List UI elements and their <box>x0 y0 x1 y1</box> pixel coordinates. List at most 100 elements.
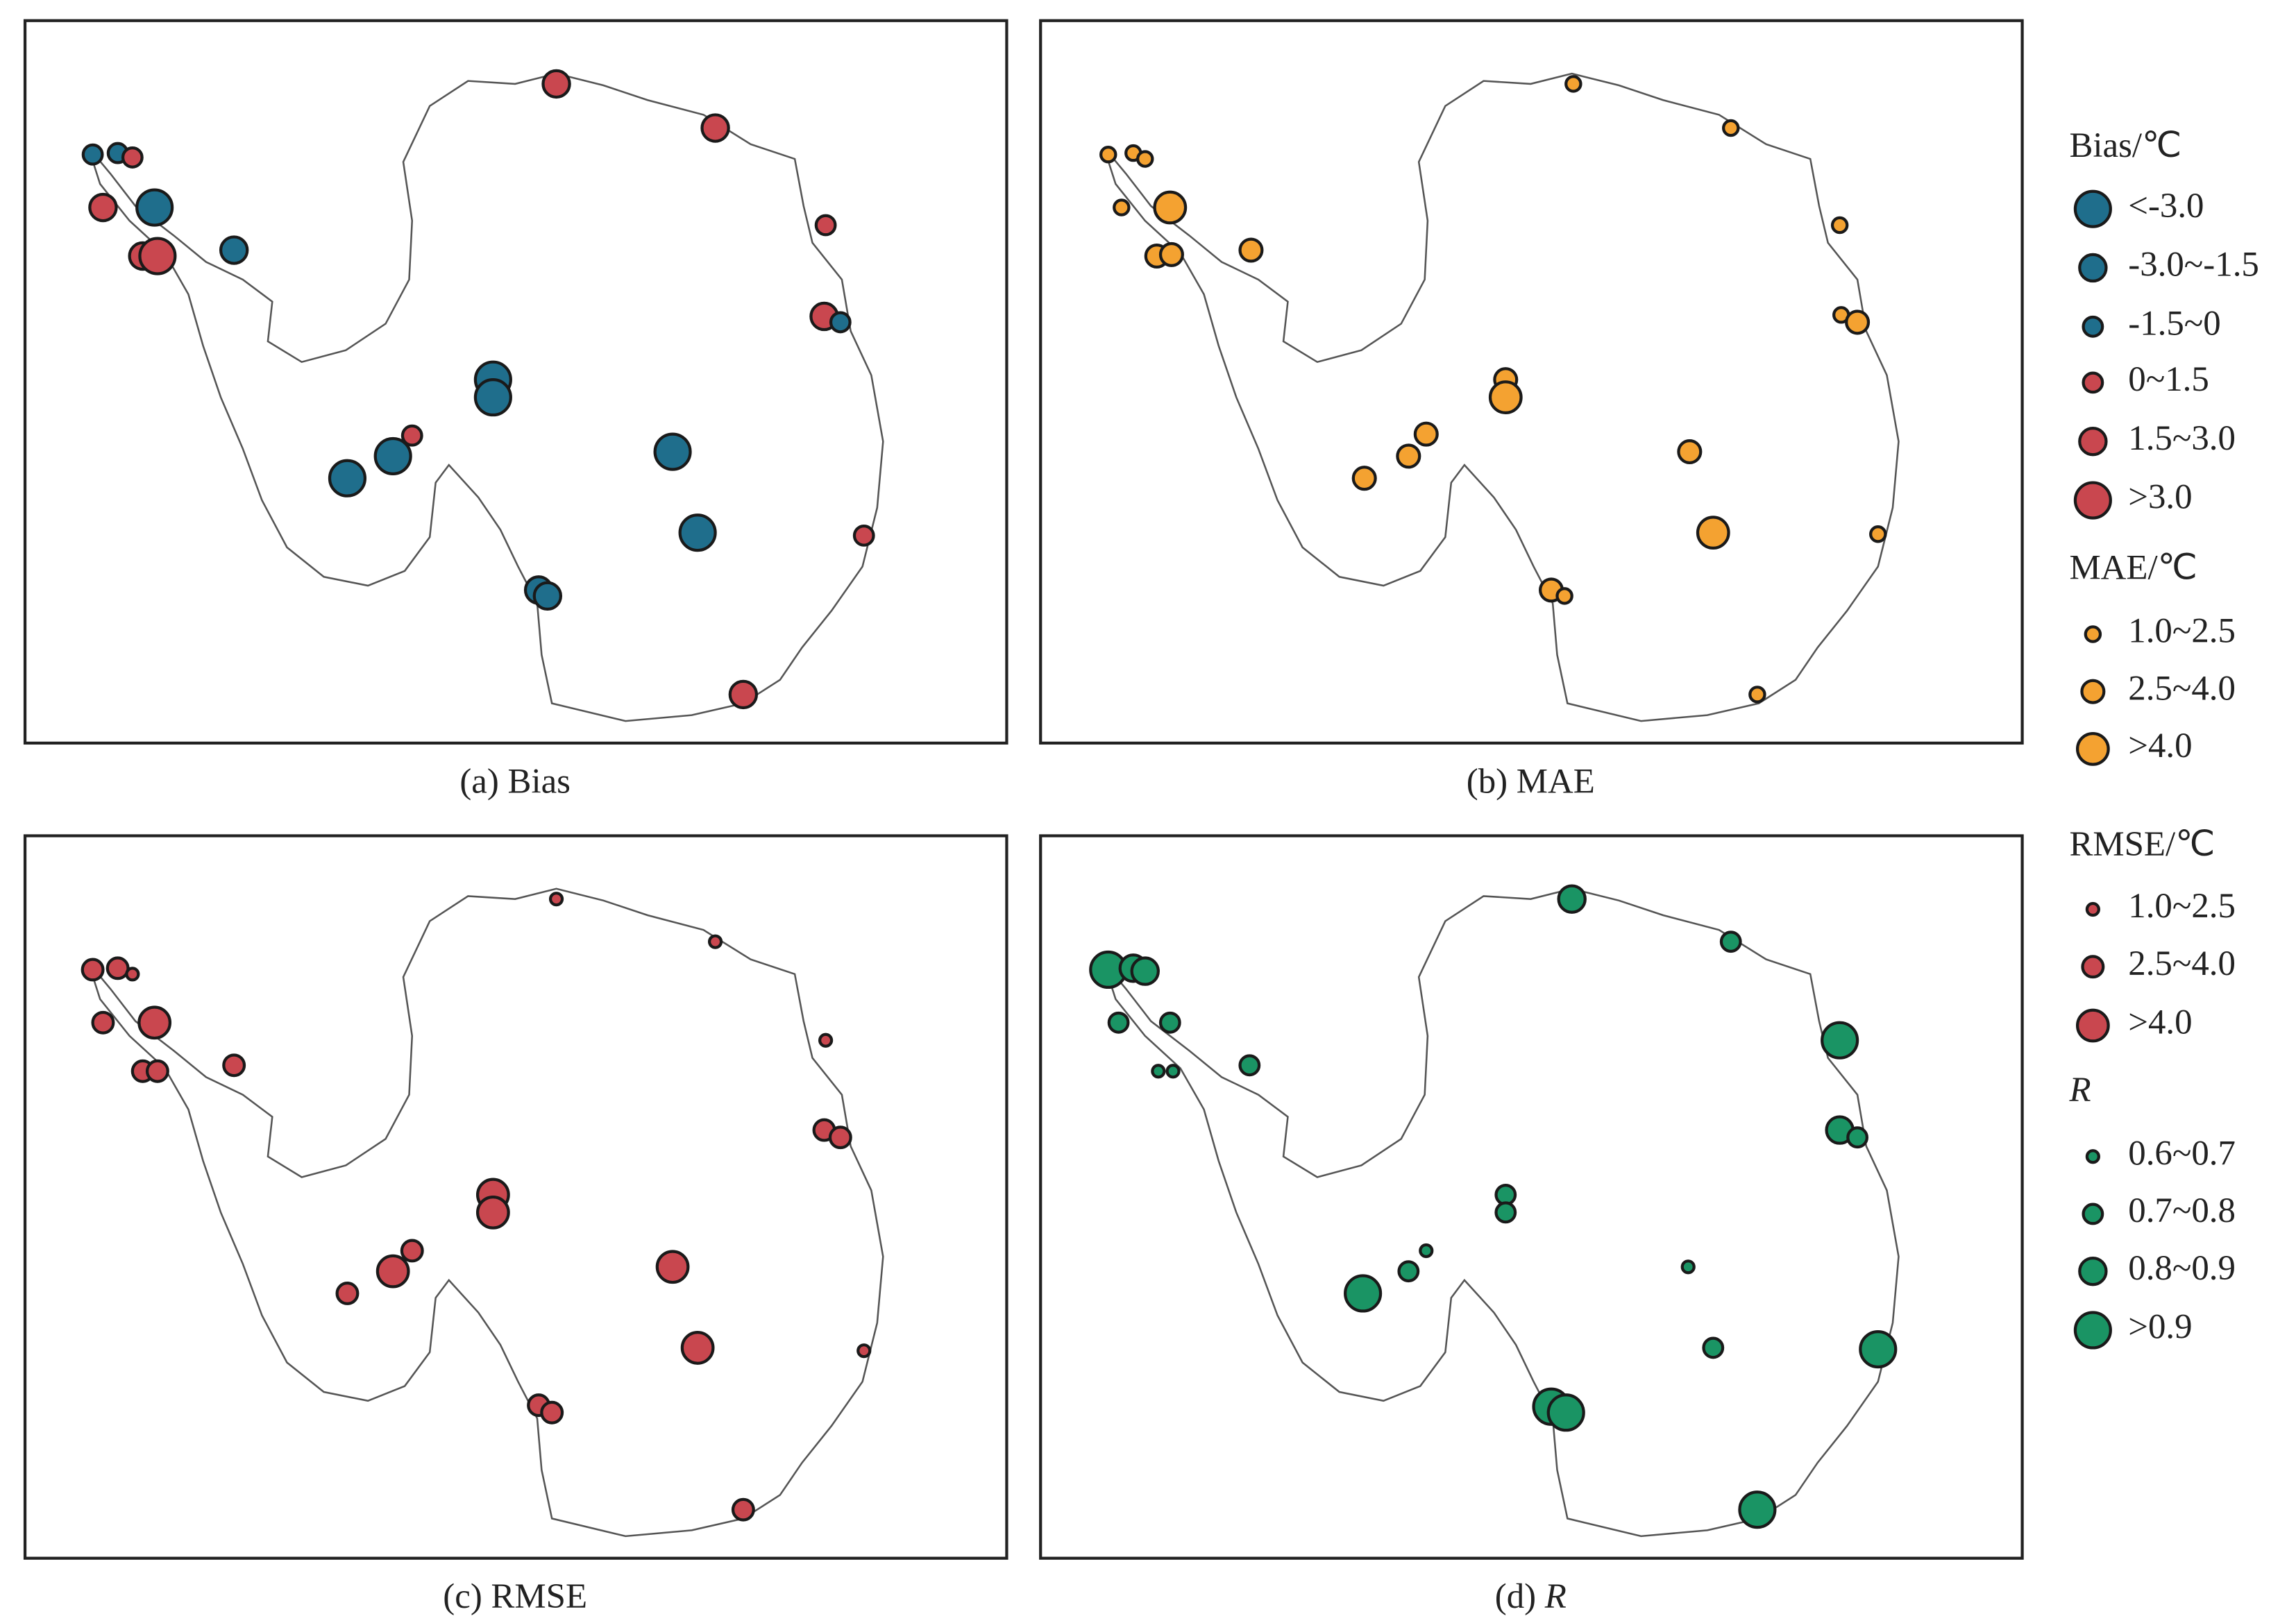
legend-symbol <box>2085 1149 2100 1164</box>
legend-title: R <box>2068 1071 2091 1110</box>
legend-label: 0.7~0.8 <box>2128 1191 2236 1230</box>
legend-label: 0.8~0.9 <box>2128 1249 2236 1288</box>
caption-space <box>499 762 508 801</box>
legend-label: >4.0 <box>2128 726 2192 765</box>
station <box>328 459 367 498</box>
station <box>540 1400 564 1425</box>
legend-symbol <box>2073 1311 2112 1350</box>
station <box>1564 75 1582 93</box>
station <box>1494 1201 1517 1224</box>
map-panel: (c) RMSE <box>23 834 1008 1616</box>
station <box>1344 1274 1383 1313</box>
station <box>653 432 692 471</box>
station <box>81 143 104 166</box>
station <box>707 934 723 949</box>
station <box>1845 309 1871 335</box>
station <box>1869 525 1887 543</box>
station <box>1165 1064 1181 1079</box>
map-frame <box>1039 834 2024 1560</box>
legend-symbol <box>2078 426 2108 457</box>
station <box>1859 1329 1898 1369</box>
legend-symbol <box>2082 315 2104 338</box>
station <box>548 892 564 907</box>
station <box>1719 931 1742 953</box>
caption-name: R <box>1544 1577 1567 1616</box>
station <box>1830 216 1849 235</box>
station <box>1702 1336 1725 1359</box>
station <box>1821 1021 1859 1060</box>
station <box>125 967 140 982</box>
caption-name: MAE <box>1517 762 1595 801</box>
station <box>1136 150 1154 168</box>
station <box>135 188 174 227</box>
station <box>81 958 105 982</box>
station <box>678 513 717 552</box>
station <box>731 1497 755 1522</box>
legend-symbol <box>2084 625 2102 643</box>
caption-label: (d) <box>1495 1577 1536 1616</box>
caption-space <box>1508 762 1517 801</box>
station <box>1397 1260 1420 1283</box>
station <box>1488 380 1523 414</box>
station <box>856 1343 872 1359</box>
station <box>818 1033 834 1048</box>
station <box>1238 237 1264 263</box>
station <box>400 1239 424 1263</box>
station <box>1099 145 1117 164</box>
legend-symbol <box>2078 253 2108 283</box>
station <box>475 1195 510 1230</box>
map-panel: (a) Bias <box>23 19 1008 801</box>
station <box>219 235 249 265</box>
station <box>1238 1054 1261 1077</box>
legend-label: 1.0~2.5 <box>2128 887 2236 926</box>
station <box>1158 1011 1181 1034</box>
station <box>222 1053 246 1078</box>
station <box>1413 421 1439 447</box>
station <box>828 1125 852 1150</box>
panel-caption: (d) R <box>1495 1577 1567 1616</box>
station <box>1748 686 1766 704</box>
legend-label: <-3.0 <box>2128 187 2204 226</box>
station <box>1846 1126 1868 1149</box>
station <box>1153 190 1188 225</box>
station <box>1158 241 1184 267</box>
station <box>1557 884 1587 914</box>
caption-label: (b) <box>1467 762 1508 801</box>
legend-label: 1.0~2.5 <box>2128 612 2236 651</box>
legend-label: -3.0~-1.5 <box>2128 246 2259 284</box>
panel-caption: (a) Bias <box>459 762 571 801</box>
legend-title: Bias/℃ <box>2069 126 2181 165</box>
station <box>700 113 730 143</box>
legend-label: 1.5~3.0 <box>2128 419 2236 458</box>
station <box>105 956 130 980</box>
station <box>1696 516 1730 550</box>
station <box>137 1005 172 1040</box>
legend-symbol <box>2081 955 2105 979</box>
caption-name: RMSE <box>491 1577 587 1616</box>
panels: (a) Bias (b) MAE (c) RMSE (d) R <box>23 19 2024 1616</box>
station <box>1722 119 1740 137</box>
legend-label: >4.0 <box>2128 1003 2192 1042</box>
legend-label: >0.9 <box>2128 1308 2192 1347</box>
panel-caption: (c) RMSE <box>443 1577 587 1616</box>
station <box>1546 1393 1585 1432</box>
station <box>852 525 875 547</box>
caption-name: Bias <box>508 762 571 801</box>
map-panel: (d) R <box>1039 834 2024 1616</box>
station <box>814 214 837 237</box>
legend-label: 2.5~4.0 <box>2128 669 2236 708</box>
station <box>1680 1259 1696 1275</box>
caption-space <box>1536 1577 1545 1616</box>
legend-label: >3.0 <box>2128 478 2192 517</box>
legend-title: RMSE/℃ <box>2069 825 2215 864</box>
station <box>1677 439 1703 465</box>
station <box>1107 1011 1130 1034</box>
legend-symbol <box>2082 1203 2104 1225</box>
station <box>1113 198 1131 216</box>
station <box>375 1254 410 1289</box>
station <box>1396 443 1421 469</box>
station <box>373 436 412 475</box>
station <box>335 1282 360 1305</box>
legend-label: 2.5~4.0 <box>2128 944 2236 983</box>
station <box>88 192 118 223</box>
